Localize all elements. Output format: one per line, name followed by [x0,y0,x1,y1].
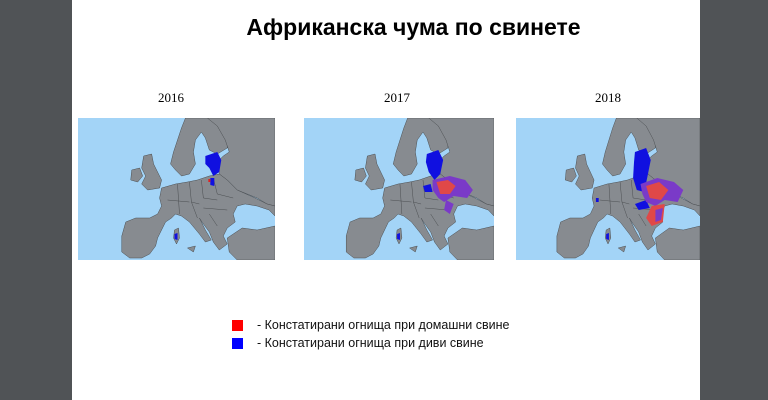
slide-title: Африканска чума по свинете [246,14,581,40]
year-label-2017: 2017 [384,90,410,105]
legend-label: - Констатирани огнища при домашни свине [257,318,510,332]
red-swatch-icon [232,319,243,331]
map-2018 [516,118,700,260]
year-label-2018: 2018 [595,90,621,105]
wild-boar-outbreaks [595,148,651,240]
wild-boar-outbreaks [397,150,444,240]
slide: Африканска чума по свинете 2016 2017 201… [72,0,700,400]
legend-item-wild: - Констатирани огнища при диви свине [232,334,509,352]
legend-item-domestic: - Констатирани огнища при домашни свине [232,316,509,334]
domestic-pig-outbreaks [640,178,684,226]
map-2017 [304,118,494,260]
year-label-2016: 2016 [158,90,184,105]
wild-boar-outbreaks [174,152,222,240]
blue-swatch-icon [232,337,243,349]
legend: - Констатирани огнища при домашни свине … [232,316,509,352]
legend-label: - Констатирани огнища при диви свине [257,336,484,350]
domestic-pig-outbreaks [432,176,473,214]
domestic-pig-outbreaks [208,179,211,182]
map-2016 [78,118,275,260]
